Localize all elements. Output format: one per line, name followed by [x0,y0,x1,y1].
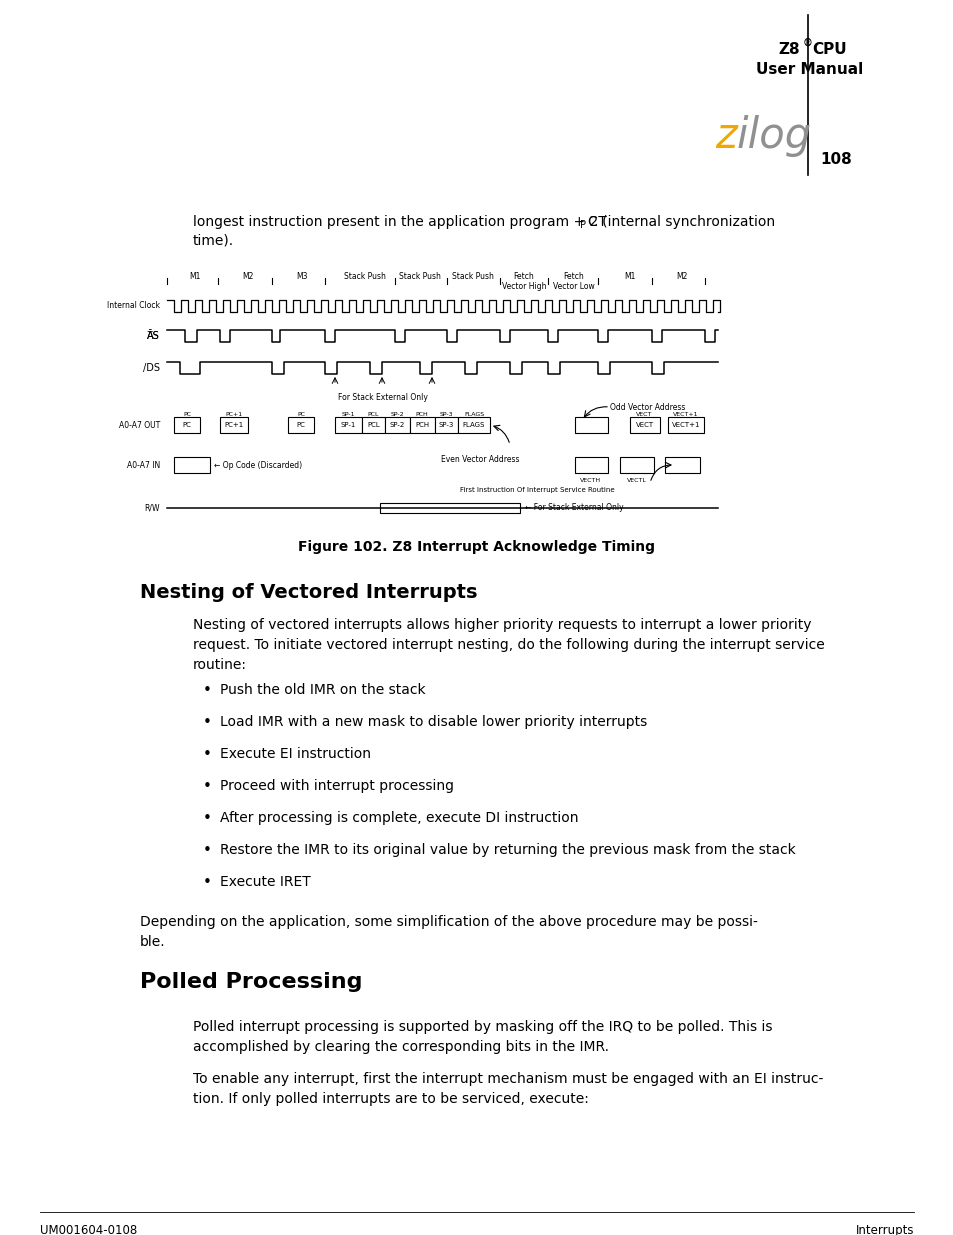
Text: A̅S: A̅S [147,331,160,341]
Text: FLAGS: FLAGS [463,412,483,417]
Text: •: • [202,876,212,890]
Text: Polled interrupt processing is supported by masking off the IRQ to be polled. Th: Polled interrupt processing is supported… [193,1020,772,1053]
Text: /DS: /DS [143,363,160,373]
Text: SP-3: SP-3 [438,422,454,429]
Text: Execute IRET: Execute IRET [220,876,311,889]
Bar [173,457,210,473]
Text: z: z [714,115,736,157]
Text: P: P [579,220,585,230]
Bar [173,417,200,433]
Text: Push the old IMR on the stack: Push the old IMR on the stack [220,683,425,697]
Text: Proceed with interrupt processing: Proceed with interrupt processing [220,779,454,793]
Text: M2: M2 [242,272,253,282]
Text: Stack Push: Stack Push [344,272,386,282]
Text: SP-1: SP-1 [341,412,355,417]
Text: M1: M1 [189,272,200,282]
Text: User Manual: User Manual [755,62,862,77]
Text: longest instruction present in the application program + 2T: longest instruction present in the appli… [193,215,606,228]
Text: PC: PC [296,422,305,429]
Text: Depending on the application, some simplification of the above procedure may be : Depending on the application, some simpl… [140,915,757,948]
Bar [335,417,361,433]
Text: First Instruction Of Interrupt Service Routine: First Instruction Of Interrupt Service R… [459,487,614,493]
Text: R/W: R/W [144,504,160,513]
Text: Figure 102. Z8 Interrupt Acknowledge Timing: Figure 102. Z8 Interrupt Acknowledge Tim… [298,540,655,555]
Text: time).: time). [193,233,233,247]
Text: •: • [202,811,212,826]
Text: PC+1: PC+1 [224,422,243,429]
Text: •: • [202,779,212,794]
Text: •: • [202,715,212,730]
Text: Even Vector Address: Even Vector Address [440,454,518,464]
Text: PCL: PCL [367,422,379,429]
Bar [575,417,607,433]
Bar [410,417,435,433]
Text: VECT: VECT [636,422,654,429]
Bar [288,417,314,433]
Text: Fetch
Vector High: Fetch Vector High [501,272,546,291]
Bar [220,417,248,433]
Text: FLAGS: FLAGS [462,422,485,429]
Text: VECTH: VECTH [579,478,601,483]
Text: CPU: CPU [811,42,845,57]
Text: To enable any interrupt, first the interrupt mechanism must be engaged with an E: To enable any interrupt, first the inter… [193,1072,822,1107]
Text: •: • [202,844,212,858]
Text: C (internal synchronization: C (internal synchronization [587,215,774,228]
Bar [435,417,457,433]
Text: VECTL: VECTL [626,478,646,483]
Text: PCH: PCH [415,422,429,429]
Text: Odd Vector Address: Odd Vector Address [609,403,684,412]
Text: After processing is complete, execute DI instruction: After processing is complete, execute DI… [220,811,578,825]
Text: VECT: VECT [635,412,652,417]
Text: Execute EI instruction: Execute EI instruction [220,747,371,761]
Text: •: • [202,683,212,698]
Bar [629,417,659,433]
Bar [664,457,700,473]
Text: ®: ® [802,38,812,48]
Text: A0-A7 IN: A0-A7 IN [127,461,160,469]
Text: Stack Push: Stack Push [452,272,494,282]
Text: SP-1: SP-1 [340,422,355,429]
Text: PCH: PCH [416,412,428,417]
Text: M1: M1 [623,272,635,282]
Text: Load IMR with a new mask to disable lower priority interrupts: Load IMR with a new mask to disable lowe… [220,715,646,729]
Text: M2: M2 [676,272,687,282]
Text: PC: PC [183,412,191,417]
Text: For Stack External Only: For Stack External Only [337,393,428,403]
Text: PCL: PCL [367,412,378,417]
Text: ← For Stack External Only: ← For Stack External Only [524,504,623,513]
Bar [361,417,385,433]
Text: Interrupts: Interrupts [855,1224,913,1235]
Bar [619,457,654,473]
Text: Restore the IMR to its original value by returning the previous mask from the st: Restore the IMR to its original value by… [220,844,795,857]
Text: •: • [202,747,212,762]
Text: 108: 108 [820,152,851,167]
Text: ĀS: ĀS [147,331,160,341]
Text: PC+1: PC+1 [225,412,242,417]
Text: Nesting of vectored interrupts allows higher priority requests to interrupt a lo: Nesting of vectored interrupts allows hi… [193,618,824,672]
Text: Stack Push: Stack Push [398,272,440,282]
Bar [385,417,410,433]
Text: ilog: ilog [737,115,811,157]
Text: Polled Processing: Polled Processing [140,972,362,992]
Text: SP-2: SP-2 [390,422,405,429]
Text: Z8: Z8 [778,42,800,57]
Text: ← Op Code (Discarded): ← Op Code (Discarded) [213,461,302,469]
Text: SP-3: SP-3 [438,412,453,417]
Text: UM001604-0108: UM001604-0108 [40,1224,137,1235]
Text: VECT+1: VECT+1 [673,412,698,417]
Text: Nesting of Vectored Interrupts: Nesting of Vectored Interrupts [140,583,477,601]
Text: Internal Clock: Internal Clock [107,301,160,310]
Text: PC: PC [296,412,305,417]
Bar [575,457,607,473]
Text: Fetch
Vector Low: Fetch Vector Low [553,272,595,291]
Text: PC: PC [182,422,192,429]
Text: M3: M3 [296,272,308,282]
Bar [379,503,519,513]
Text: VECT+1: VECT+1 [671,422,700,429]
Text: SP-2: SP-2 [390,412,403,417]
Bar [667,417,703,433]
Bar [457,417,490,433]
Text: A0-A7 OUT: A0-A7 OUT [118,420,160,430]
